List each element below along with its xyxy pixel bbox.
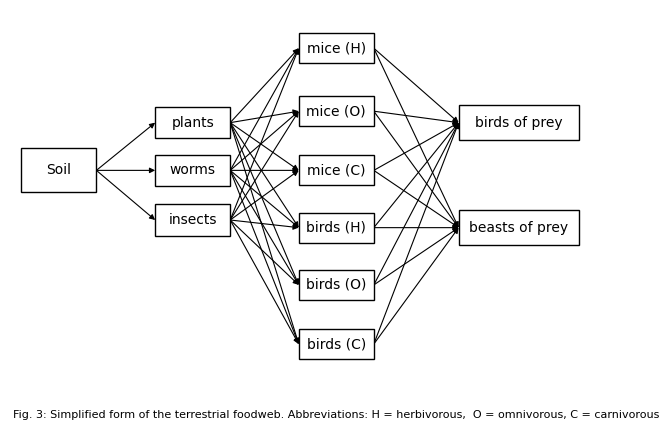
FancyBboxPatch shape: [299, 33, 374, 63]
Text: mice (O): mice (O): [306, 104, 366, 118]
Text: birds (O): birds (O): [306, 278, 366, 292]
Text: birds (H): birds (H): [306, 221, 366, 235]
Text: birds of prey: birds of prey: [476, 116, 563, 130]
FancyBboxPatch shape: [299, 155, 374, 185]
FancyBboxPatch shape: [155, 107, 230, 138]
FancyBboxPatch shape: [299, 329, 374, 359]
Text: Soil: Soil: [47, 163, 71, 177]
Text: birds (C): birds (C): [306, 337, 366, 351]
Text: plants: plants: [171, 116, 214, 130]
Text: mice (C): mice (C): [307, 163, 366, 177]
Text: worms: worms: [170, 163, 216, 177]
FancyBboxPatch shape: [21, 148, 97, 192]
Text: beasts of prey: beasts of prey: [470, 221, 569, 235]
Text: Fig. 3: Simplified form of the terrestrial foodweb. Abbreviations: H = herbivoro: Fig. 3: Simplified form of the terrestri…: [13, 411, 660, 420]
FancyBboxPatch shape: [299, 96, 374, 126]
FancyBboxPatch shape: [155, 204, 230, 236]
Text: insects: insects: [168, 213, 217, 227]
FancyBboxPatch shape: [459, 105, 579, 140]
FancyBboxPatch shape: [459, 210, 579, 245]
FancyBboxPatch shape: [155, 155, 230, 186]
FancyBboxPatch shape: [299, 270, 374, 300]
FancyBboxPatch shape: [299, 213, 374, 242]
Text: mice (H): mice (H): [307, 41, 366, 55]
